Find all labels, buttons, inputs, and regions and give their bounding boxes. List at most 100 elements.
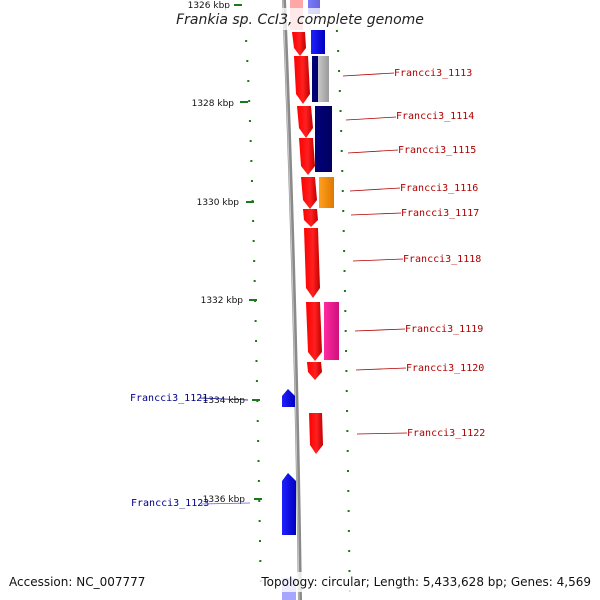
minor-tick-dot <box>255 340 258 342</box>
minor-tick-dot <box>341 190 344 192</box>
forward-strand-genes <box>290 0 323 454</box>
minor-tick-dot <box>345 350 348 352</box>
minor-tick-dot <box>348 570 351 572</box>
map-title: Frankia sp. CcI3, complete genome <box>176 12 424 28</box>
feature-navy-1[interactable] <box>312 56 323 102</box>
minor-tick-dot <box>346 450 349 452</box>
tick-label-1336: 1336 kbp <box>203 495 246 505</box>
minor-tick-dot <box>248 120 251 122</box>
scale-ticks: 1326 kbp 1328 kbp 1330 kbp 1332 kbp 1334… <box>188 1 262 505</box>
minor-tick-dot <box>258 500 261 502</box>
tick-label-1332: 1332 kbp <box>201 296 244 306</box>
feature-track <box>308 0 339 360</box>
minor-tick-dot <box>258 520 261 522</box>
left-gene-labels: Francci3_1121 Francci3_1123 <box>130 393 251 509</box>
gene-francci3-1118[interactable] <box>304 228 320 298</box>
minor-tick-dot <box>338 90 341 92</box>
accession-text: Accession: NC_007777 <box>9 575 145 589</box>
gene-label-francci3-1114[interactable]: Francci3_1114 <box>396 111 474 122</box>
feature-grey[interactable] <box>318 56 329 102</box>
footer-backdrop <box>0 572 600 592</box>
minor-tick-dot <box>343 270 346 272</box>
minor-tick-dot <box>344 310 347 312</box>
minor-tick-dot <box>340 150 343 152</box>
tick-label-1334: 1334 kbp <box>203 396 246 406</box>
minor-tick-dot <box>252 240 255 242</box>
minor-tick-dot <box>346 410 349 412</box>
gene-label-francci3-1113[interactable]: Francci3_1113 <box>394 68 472 79</box>
minor-tick-dot <box>247 80 250 82</box>
minor-tick-dot <box>347 490 350 492</box>
minor-tick-dot <box>246 60 249 62</box>
tick-label-1330: 1330 kbp <box>197 198 240 208</box>
minor-tick-dot <box>341 170 344 172</box>
gene-label-francci3-1116[interactable]: Francci3_1116 <box>400 183 478 194</box>
title-backdrop <box>176 8 424 30</box>
minor-tick-dot <box>256 420 259 422</box>
minor-tick-dot <box>343 290 346 292</box>
minor-tick-dot <box>248 100 251 102</box>
feature-orange[interactable] <box>319 177 334 208</box>
feature-magenta[interactable] <box>324 302 339 360</box>
minor-tick-dot <box>343 250 346 252</box>
gene-francci3-1122[interactable] <box>309 413 323 454</box>
minor-tick-dot <box>252 220 255 222</box>
minor-tick-dot <box>338 70 341 72</box>
gene-label-francci3-1123[interactable]: Francci3_1123 <box>131 498 209 509</box>
minor-tick-dot <box>253 280 256 282</box>
gene-francci3-1121[interactable] <box>282 389 295 407</box>
minor-tick-dot <box>254 320 257 322</box>
gene-francci3-1114[interactable] <box>297 106 313 138</box>
gene-label-francci3-1122[interactable]: Francci3_1122 <box>407 428 485 439</box>
feature-navy-2[interactable] <box>315 106 332 172</box>
minor-tick-dot <box>257 460 260 462</box>
minor-tick-dot <box>255 360 258 362</box>
gene-francci3-1115[interactable] <box>299 138 315 175</box>
right-gene-labels: Francci3_1113 Francci3_1114 Francci3_111… <box>342 68 485 439</box>
gene-label-francci3-1115[interactable]: Francci3_1115 <box>398 145 476 156</box>
minor-tick-dot <box>259 560 262 562</box>
gene-label-francci3-1120[interactable]: Francci3_1120 <box>406 363 484 374</box>
minor-tick-dot <box>345 370 348 372</box>
tick-label-1326: 1326 kbp <box>188 1 231 11</box>
gene-label-francci3-1119[interactable]: Francci3_1119 <box>405 324 483 335</box>
gene-label-francci3-1118[interactable]: Francci3_1118 <box>403 254 481 265</box>
minor-tick-dot <box>250 160 253 162</box>
minor-tick-dot <box>257 440 260 442</box>
minor-tick-dot <box>347 470 350 472</box>
minor-tick-dot <box>347 530 350 532</box>
gene-francci3-1113[interactable] <box>294 56 310 104</box>
feature-blue[interactable] <box>311 30 325 54</box>
tick-dots-right <box>335 30 351 592</box>
genome-backbone-highlight <box>282 0 300 600</box>
gene-francci3-1116[interactable] <box>301 177 317 209</box>
minor-tick-dot <box>335 30 338 32</box>
minor-tick-dot <box>340 130 343 132</box>
minor-tick-dot <box>339 110 342 112</box>
minor-tick-dot <box>255 380 258 382</box>
minor-tick-dot <box>344 330 347 332</box>
gene-label-francci3-1117[interactable]: Francci3_1117 <box>401 208 479 219</box>
reverse-strand-genes <box>282 389 296 600</box>
minor-tick-dot <box>346 430 349 432</box>
minor-tick-dot <box>249 140 252 142</box>
gene-arrow[interactable] <box>292 32 306 56</box>
gene-francci3-1117[interactable] <box>303 209 318 227</box>
minor-tick-dot <box>253 260 256 262</box>
minor-tick-dot <box>348 550 351 552</box>
minor-tick-dot <box>345 390 348 392</box>
tick-label-1328: 1328 kbp <box>192 99 235 109</box>
minor-tick-dot <box>342 210 345 212</box>
gene-francci3-1123[interactable] <box>282 473 296 535</box>
summary-text: Topology: circular; Length: 5,433,628 bp… <box>260 575 591 589</box>
minor-tick-dot <box>347 510 350 512</box>
minor-tick-dot <box>342 230 345 232</box>
minor-tick-dot <box>257 480 260 482</box>
gene-francci3-1120[interactable] <box>307 362 322 380</box>
minor-tick-dot <box>258 540 261 542</box>
minor-tick-dot <box>250 180 253 182</box>
gene-francci3-1119[interactable] <box>306 302 322 361</box>
minor-tick-dot <box>337 50 340 52</box>
gene-label-francci3-1121[interactable]: Francci3_1121 <box>130 393 208 404</box>
